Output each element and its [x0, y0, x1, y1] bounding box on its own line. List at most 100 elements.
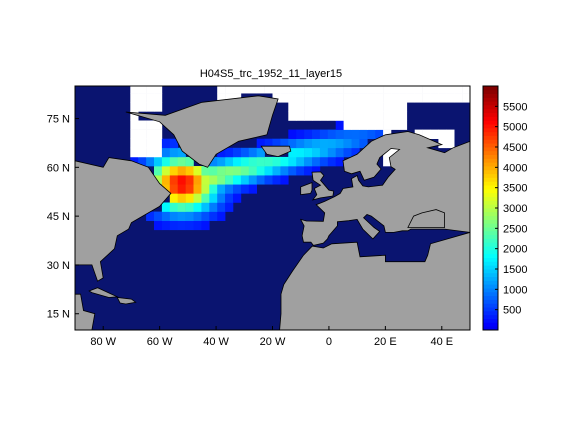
x-tick-label: 60 W: [147, 336, 173, 348]
heatmap-cell: [383, 111, 392, 121]
heatmap-cell: [264, 138, 273, 149]
land-polygon: [279, 131, 470, 330]
colorbar-swatch: [483, 272, 498, 278]
heatmap-cell: [154, 138, 163, 149]
heatmap-cell: [272, 156, 281, 167]
colorbar-swatch: [483, 276, 498, 281]
heatmap-cell: [264, 86, 273, 94]
heatmap-cell: [146, 138, 155, 149]
heatmap-cell: [343, 102, 352, 112]
x-tick-label: 40 W: [203, 336, 229, 348]
heatmap-cell: [256, 86, 265, 94]
heatmap-cell: [146, 129, 155, 139]
heatmap-cell: [217, 211, 226, 221]
heatmap-cell: [312, 138, 321, 149]
heatmap-cell: [272, 166, 281, 176]
heatmap-cell: [391, 86, 400, 94]
heatmap-cell: [185, 184, 194, 194]
heatmap-cell: [398, 93, 408, 103]
colorbar-swatch: [483, 86, 498, 91]
heatmap-cell: [304, 147, 313, 158]
heatmap-cell: [240, 184, 250, 194]
heatmap-cell: [288, 138, 297, 149]
colorbar-swatch: [483, 116, 498, 121]
heatmap-cell: [209, 184, 218, 194]
heatmap-cell: [201, 166, 210, 176]
heatmap-cell: [335, 120, 344, 130]
chart-title: H04S5_trc_1952_11_layer15: [200, 68, 342, 80]
heatmap-cell: [351, 111, 360, 121]
heatmap-cell: [233, 193, 242, 203]
heatmap-cell: [161, 220, 171, 231]
heatmap-cell: [217, 86, 226, 94]
heatmap-cell: [248, 175, 257, 185]
colorbar-swatch: [483, 288, 498, 293]
colorbar-swatch: [483, 192, 498, 197]
heatmap-cell: [296, 111, 305, 121]
heatmap-cell: [248, 147, 257, 158]
heatmap-cell: [327, 156, 336, 167]
colorbar-tick-label: 4000: [503, 162, 527, 174]
heatmap-cell: [319, 86, 329, 94]
heatmap-cell: [240, 156, 250, 167]
heatmap-cell: [391, 120, 400, 130]
heatmap-cell: [154, 129, 163, 139]
colorbar-swatch: [483, 322, 498, 327]
heatmap-cell: [319, 147, 329, 158]
heatmap-cell: [217, 147, 226, 158]
heatmap-cell: [209, 156, 218, 167]
heatmap-cell: [414, 86, 423, 94]
heatmap-cell: [225, 202, 234, 212]
colorbar-swatch: [483, 211, 498, 217]
heatmap-cell: [288, 129, 297, 139]
heatmap-cell: [177, 211, 186, 221]
colorbar-swatch: [483, 219, 498, 224]
heatmap-cell: [225, 175, 234, 185]
heatmap-cell: [280, 166, 289, 176]
heatmap-cell: [343, 138, 352, 149]
colorbar-swatch: [483, 265, 498, 270]
heatmap-cell: [185, 156, 194, 167]
heatmap-cell: [154, 211, 163, 221]
heatmap-cell: [296, 86, 305, 94]
heatmap-cell: [335, 86, 344, 94]
colorbar-tick-label: 1500: [503, 264, 527, 276]
heatmap-cell: [138, 129, 147, 139]
heatmap-cell: [367, 102, 376, 112]
heatmap-cell: [304, 156, 313, 167]
heatmap-cell: [130, 102, 139, 112]
heatmap-cell: [193, 175, 202, 185]
colorbar-swatch: [483, 227, 498, 232]
heatmap-cell: [319, 102, 329, 112]
colorbar-swatch: [483, 310, 498, 316]
heatmap-cell: [185, 193, 194, 203]
heatmap-cell: [161, 147, 171, 158]
heatmap-cell: [351, 120, 360, 130]
colorbar-swatch: [483, 127, 498, 133]
heatmap-cell: [146, 211, 155, 221]
heatmap-cell: [312, 156, 321, 167]
heatmap-cell: [138, 156, 147, 167]
heatmap-cell: [391, 102, 400, 112]
heatmap-cell: [375, 120, 384, 130]
heatmap-cell: [312, 129, 321, 139]
heatmap-cells: [130, 86, 470, 231]
colorbar-swatch: [483, 173, 498, 178]
heatmap-cell: [406, 86, 415, 94]
heatmap-cell: [312, 86, 321, 94]
heatmap-cell: [138, 120, 147, 130]
heatmap-cell: [185, 166, 194, 176]
heatmap-cell: [304, 166, 313, 176]
heatmap-cell: [138, 138, 147, 149]
heatmap-cell: [383, 120, 392, 130]
x-tick-label: 0: [326, 336, 332, 348]
heatmap-cell: [327, 86, 336, 94]
heatmap-cell: [248, 166, 257, 176]
heatmap-cell: [130, 120, 139, 130]
heatmap-cell: [161, 138, 171, 149]
heatmap-cell: [288, 86, 297, 94]
heatmap-cell: [169, 220, 178, 231]
y-tick-label: 75 N: [47, 114, 70, 126]
heatmap-cell: [161, 211, 171, 221]
